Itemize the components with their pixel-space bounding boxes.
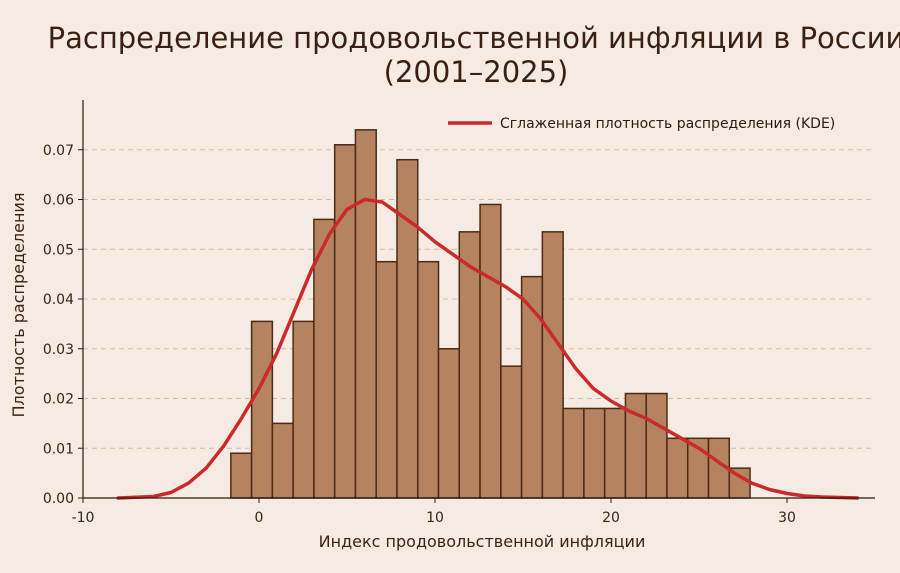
legend-label-kde: Сглаженная плотность распределения (KDE) <box>500 116 835 132</box>
x-tick-label: 10 <box>426 510 444 526</box>
kde-curve <box>116 197 860 500</box>
y-tick-label: 0.06 <box>43 193 74 209</box>
histogram-bar <box>230 452 253 499</box>
chart-title: Распределение продовольственной инфляции… <box>48 21 900 55</box>
histogram-bar <box>541 231 564 499</box>
y-tick-label: 0.05 <box>43 242 74 258</box>
legend: Сглаженная плотность распределения (KDE) <box>448 116 835 132</box>
axes: 0.00 0.01 0.02 0.03 0.04 0.05 0.06 0.07 -10 0 10 20… <box>43 100 875 526</box>
y-tick-label: 0.07 <box>43 143 74 159</box>
y-axis-label: Плотность распределения <box>9 193 28 418</box>
x-axis-label: Индекс продовольственной инфляции <box>319 532 646 551</box>
histogram-bar <box>479 203 502 499</box>
x-tick-label: 20 <box>602 510 620 526</box>
histogram-bar <box>645 392 668 499</box>
x-tick-label: 30 <box>778 510 796 526</box>
histogram-bar <box>250 320 274 499</box>
histogram-bar <box>437 348 461 499</box>
histogram-bar <box>333 144 357 499</box>
histogram-bar <box>500 365 523 499</box>
y-tick-label: 0.00 <box>43 491 74 507</box>
histogram-bar <box>271 422 294 499</box>
x-tick-label: 0 <box>255 510 264 526</box>
y-tick-label: 0.04 <box>43 292 74 308</box>
x-tick-label: -10 <box>72 510 95 526</box>
y-tick-label: 0.02 <box>43 392 74 408</box>
histogram-bar <box>583 407 606 499</box>
histogram-bar <box>354 129 377 499</box>
kde-layer <box>116 197 860 500</box>
histogram-bar <box>292 320 315 499</box>
histogram-bar <box>396 158 419 499</box>
histogram-bar <box>562 407 585 499</box>
histogram-bar <box>417 260 440 499</box>
y-tick-label: 0.01 <box>43 441 74 457</box>
histogram-bar <box>375 260 398 499</box>
histogram-bars <box>230 129 751 499</box>
histogram-bar <box>603 407 627 499</box>
y-tick-label: 0.03 <box>43 342 74 358</box>
chart-subtitle: (2001–2025) <box>384 55 569 89</box>
histogram-bar <box>666 437 689 499</box>
